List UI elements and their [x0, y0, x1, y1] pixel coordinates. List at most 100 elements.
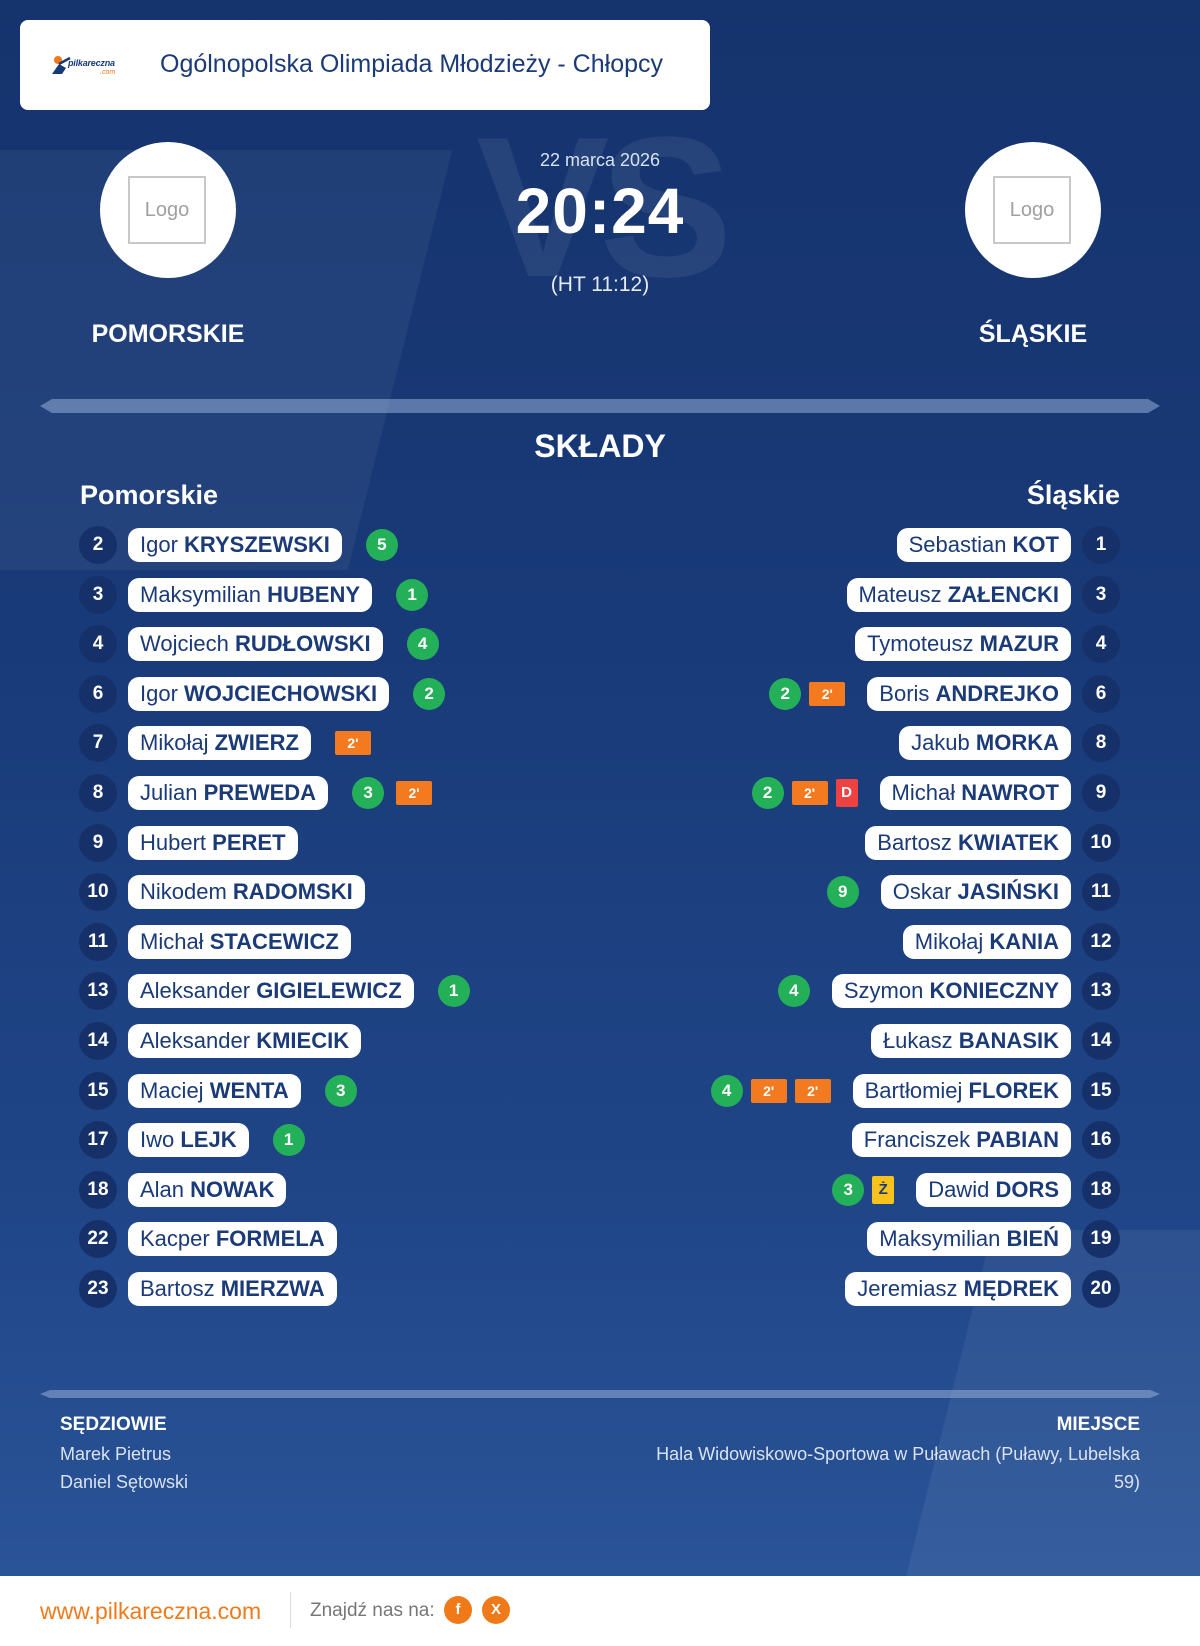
player-row[interactable]: 9 Hubert PERET [79, 824, 298, 862]
player-row[interactable]: 18 Alan NOWAK [79, 1171, 287, 1209]
site-logo[interactable]: pilkareczna .com [50, 52, 142, 80]
player-last-name: FLOREK [968, 1078, 1059, 1103]
player-row[interactable]: Franciszek PABIAN 16 [851, 1121, 1120, 1159]
site-brand-sub: .com [100, 69, 116, 76]
player-name: Kacper FORMELA [128, 1222, 337, 1256]
facebook-icon[interactable]: f [444, 1596, 472, 1624]
header-card: pilkareczna .com Ogólnopolska Olimpiada … [20, 20, 710, 110]
shirt-number: 16 [1082, 1121, 1120, 1159]
player-row[interactable]: Jakub MORKA 8 [899, 724, 1120, 762]
player-name: Hubert PERET [128, 826, 298, 860]
player-name: Szymon KONIECZNY [831, 974, 1071, 1008]
player-row[interactable]: 3 Ż Dawid DORS 18 [832, 1171, 1120, 1209]
player-first-name: Jakub [911, 730, 976, 755]
player-first-name: Alan [140, 1177, 191, 1202]
player-row[interactable]: 4 2' 2' Bartłomiej FLOREK 15 [710, 1072, 1120, 1110]
shirt-number: 11 [1082, 873, 1120, 911]
shirt-number: 18 [79, 1171, 117, 1209]
player-events: 9 [826, 876, 859, 908]
player-row[interactable]: Maksymilian BIEŃ 19 [867, 1220, 1120, 1258]
player-last-name: NOWAK [190, 1177, 275, 1202]
player-name: Bartosz MIERZWA [128, 1272, 337, 1306]
player-name: Nikodem RADOMSKI [128, 875, 365, 909]
player-row[interactable]: 22 Kacper FORMELA [79, 1220, 337, 1258]
player-name: Dawid DORS [916, 1173, 1071, 1207]
section-divider [40, 399, 1160, 413]
player-row[interactable]: 11 Michał STACEWICZ [79, 923, 351, 961]
player-row[interactable]: 8 Julian PREWEDA 3 2' [79, 774, 433, 812]
player-first-name: Mateusz [858, 582, 948, 607]
player-last-name: KRYSZEWSKI [184, 532, 330, 557]
player-name: Mateusz ZAŁENCKI [846, 578, 1071, 612]
shirt-number: 8 [79, 774, 117, 812]
shirt-number: 12 [1082, 923, 1120, 961]
venue-line: Hala Widowiskowo-Sportowa w Puławach (Pu… [656, 1444, 1140, 1464]
player-first-name: Kacper [140, 1226, 216, 1251]
player-row[interactable]: Mikołaj KANIA 12 [902, 923, 1120, 961]
player-row[interactable]: 13 Aleksander GIGIELEWICZ 1 [79, 972, 470, 1010]
player-last-name: RUDŁOWSKI [234, 631, 371, 656]
goals-badge: 4 [406, 628, 439, 660]
home-team-logo: Logo [100, 142, 236, 278]
shirt-number: 22 [79, 1220, 117, 1258]
footer-website-link[interactable]: www.pilkareczna.com [40, 1598, 262, 1624]
goals-badge: 3 [832, 1174, 865, 1206]
player-row[interactable]: 3 Maksymilian HUBENY 1 [79, 576, 429, 614]
find-us-label: Znajdź nas na: [310, 1600, 435, 1621]
player-row[interactable]: 15 Maciej WENTA 3 [79, 1072, 357, 1110]
player-name: Mikołaj ZWIERZ [128, 726, 311, 760]
player-row[interactable]: 2 2' D Michał NAWROT 9 [751, 774, 1120, 812]
player-events: 4 [406, 628, 439, 660]
player-last-name: DORS [995, 1177, 1059, 1202]
player-last-name: LEJK [180, 1127, 237, 1152]
shirt-number: 2 [79, 526, 117, 564]
player-first-name: Oskar [892, 879, 958, 904]
shirt-number: 20 [1082, 1270, 1120, 1308]
player-name: Maksymilian HUBENY [128, 578, 373, 612]
player-row[interactable]: Tymoteusz MAZUR 4 [855, 625, 1120, 663]
player-row[interactable]: 2 2' Boris ANDREJKO 6 [769, 675, 1120, 713]
shirt-number: 1 [1082, 526, 1120, 564]
player-row[interactable]: 4 Szymon KONIECZNY 13 [777, 972, 1120, 1010]
suspension-badge: 2' [791, 781, 828, 805]
venue-label: MIEJSCE [1056, 1414, 1140, 1435]
player-name: Michał NAWROT [879, 776, 1071, 810]
section-divider [40, 1390, 1160, 1398]
player-name: Michał STACEWICZ [128, 925, 351, 959]
player-row[interactable]: 6 Igor WOJCIECHOWSKI 2 [79, 675, 446, 713]
player-row[interactable]: 14 Aleksander KMIECIK [79, 1022, 362, 1060]
player-last-name: MORKA [975, 730, 1059, 755]
player-row[interactable]: 9 Oskar JASIŃSKI 11 [826, 873, 1120, 911]
player-row[interactable]: Mateusz ZAŁENCKI 3 [846, 576, 1120, 614]
player-first-name: Mikołaj [914, 929, 990, 954]
player-name: Alan NOWAK [128, 1173, 287, 1207]
player-row[interactable]: 4 Wojciech RUDŁOWSKI 4 [79, 625, 439, 663]
home-lineup-title: Pomorskie [80, 480, 219, 510]
player-row[interactable]: 2 Igor KRYSZEWSKI 5 [79, 526, 398, 564]
player-last-name: MIERZWA [220, 1276, 325, 1301]
player-name: Jakub MORKA [899, 726, 1071, 760]
goals-badge: 4 [710, 1075, 743, 1107]
player-row[interactable]: Łukasz BANASIK 14 [870, 1022, 1120, 1060]
player-last-name: KANIA [989, 929, 1059, 954]
footer-separator [290, 1592, 291, 1628]
player-row[interactable]: 23 Bartosz MIERZWA [79, 1270, 337, 1308]
player-first-name: Mikołaj [140, 730, 215, 755]
player-row[interactable]: Bartosz KWIATEK 10 [865, 824, 1120, 862]
shirt-number: 6 [79, 675, 117, 713]
player-first-name: Igor [140, 681, 185, 706]
player-row[interactable]: 17 Iwo LEJK 1 [79, 1121, 305, 1159]
player-row[interactable]: Sebastian KOT 1 [896, 526, 1120, 564]
player-last-name: KMIECIK [256, 1028, 350, 1053]
player-last-name: FORMELA [215, 1226, 325, 1251]
player-first-name: Bartosz [877, 830, 958, 855]
footer: www.pilkareczna.com Znajdź nas na: f X [0, 1576, 1200, 1646]
suspension-badge: 2' [750, 1079, 787, 1103]
away-team-name: ŚLĄSKIE [978, 320, 1088, 348]
player-row[interactable]: 10 Nikodem RADOMSKI [79, 873, 365, 911]
player-row[interactable]: 7 Mikołaj ZWIERZ 2' [79, 724, 371, 762]
shirt-number: 9 [1082, 774, 1120, 812]
player-first-name: Franciszek [863, 1127, 977, 1152]
player-row[interactable]: Jeremiasz MĘDREK 20 [845, 1270, 1120, 1308]
x-icon[interactable]: X [482, 1596, 510, 1624]
